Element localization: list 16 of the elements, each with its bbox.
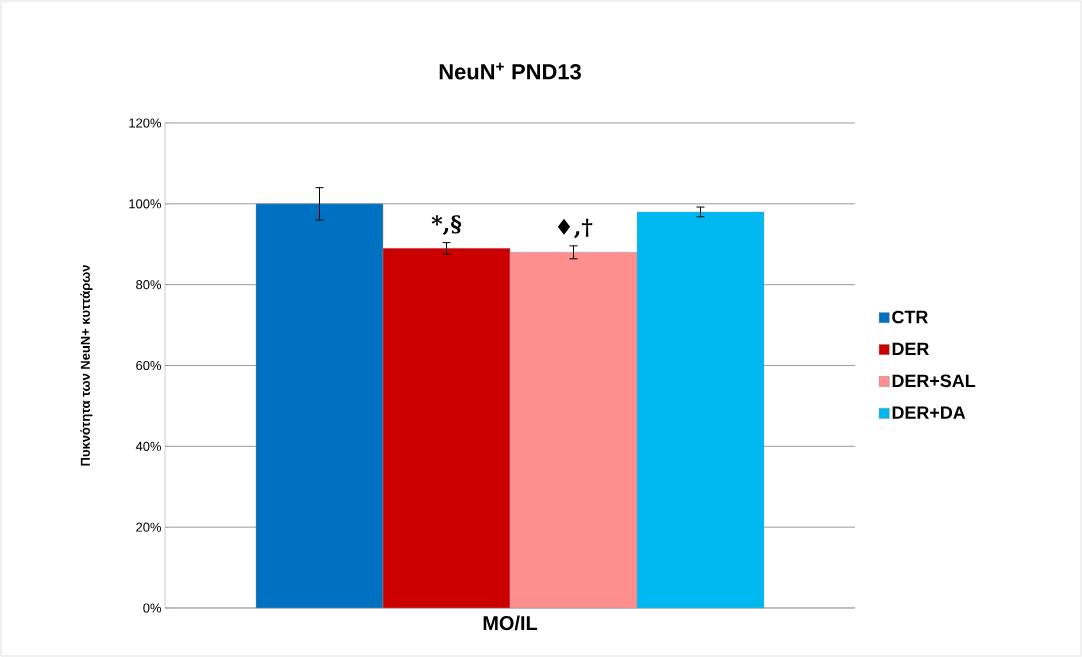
y-tick-label: 120% bbox=[129, 118, 162, 128]
y-tick-label: 60% bbox=[136, 360, 162, 371]
y-tick-label: 0% bbox=[143, 603, 162, 613]
y-tick-label: 20% bbox=[136, 522, 162, 532]
y-tick-label: 80% bbox=[136, 280, 162, 290]
legend-label: DER+DA bbox=[892, 406, 966, 419]
x-tick-label: MO/IL bbox=[483, 615, 538, 631]
chart-title: NeuN$^{+}$ PND13 bbox=[439, 62, 581, 80]
legend-label: DER+SAL bbox=[892, 374, 976, 388]
annotation: ♦,† bbox=[557, 218, 593, 239]
y-tick-label: 40% bbox=[135, 441, 162, 451]
legend-label: CTR bbox=[892, 310, 928, 324]
legend-label: DER bbox=[892, 342, 929, 355]
y-tick-label: 100% bbox=[129, 199, 162, 209]
y-axis-title: Πυκνότητα των NeuN+ κυττάρων bbox=[80, 265, 93, 466]
annotation: *,§ bbox=[431, 215, 462, 236]
